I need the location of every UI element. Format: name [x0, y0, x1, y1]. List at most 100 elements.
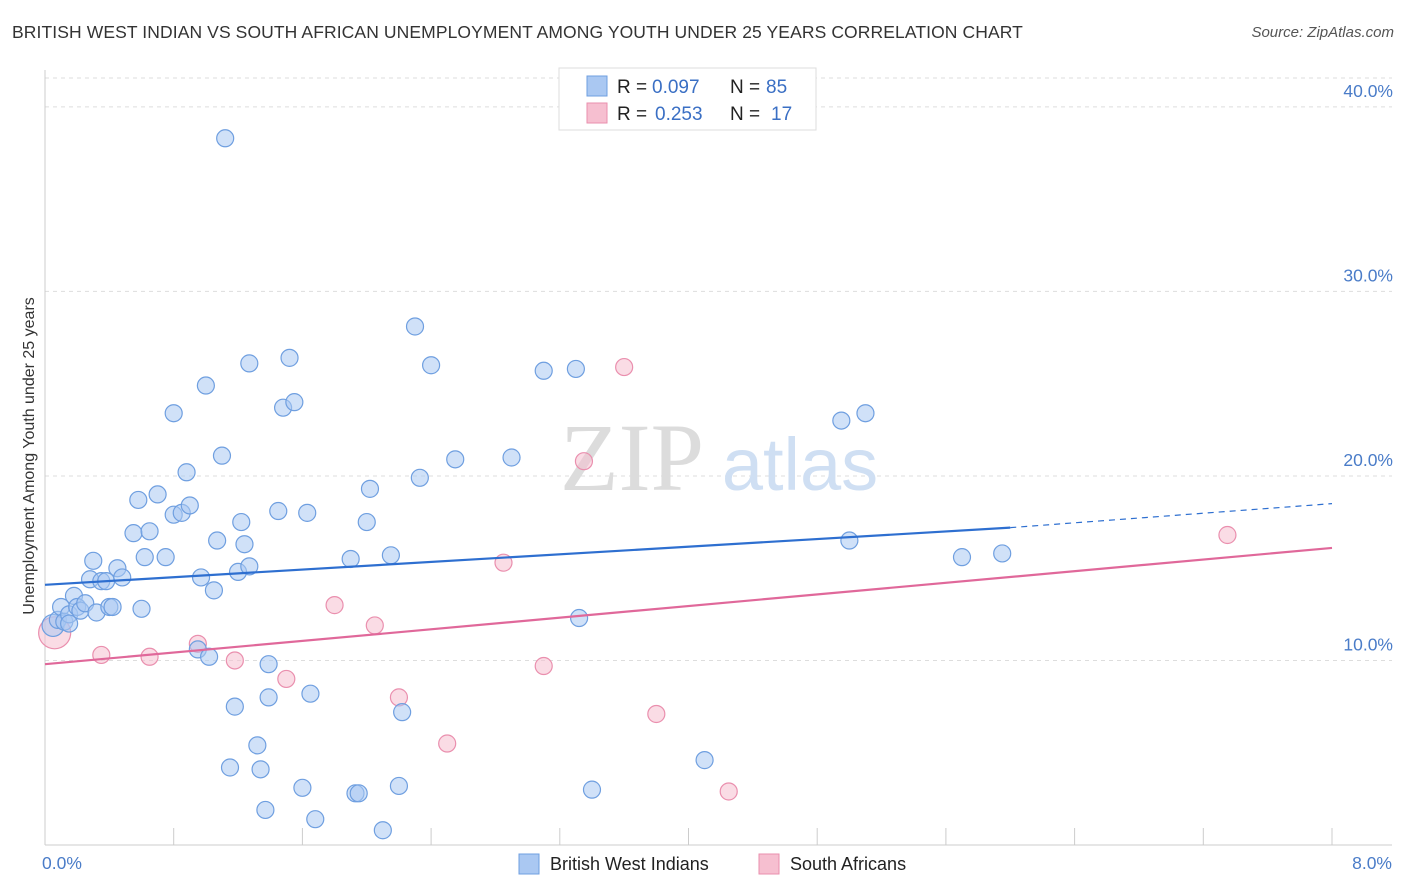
axes: 10.0% 20.0% 30.0% 40.0% 0.0% 8.0%	[42, 70, 1393, 873]
british-west-indians-point	[582, 780, 602, 799]
british-west-indians-point	[446, 450, 465, 469]
bottom-legend-label-blue: British West Indians	[550, 854, 709, 874]
bottom-legend-label-pink: South Africans	[790, 854, 906, 874]
british-west-indians-point	[393, 703, 412, 722]
bottom-legend-swatch-pink	[758, 853, 780, 875]
south-africans-point	[615, 357, 634, 377]
british-west-indians-point	[196, 376, 215, 395]
british-west-indians-point	[952, 548, 972, 567]
british-west-indians-point	[135, 548, 154, 567]
british-west-indians-point	[832, 411, 851, 430]
british-west-indians-point	[298, 503, 317, 522]
bottom-legend-swatch-blue	[518, 853, 540, 875]
british-west-indians-point	[208, 531, 227, 550]
british-west-indians-point	[251, 760, 270, 779]
south-africans-point	[325, 596, 344, 615]
chart-title: BRITISH WEST INDIAN VS SOUTH AFRICAN UNE…	[12, 22, 1023, 42]
south-africans-point	[365, 616, 384, 635]
south-africans-point	[225, 651, 244, 670]
british-west-indians-point	[129, 490, 148, 510]
british-west-indians-point	[405, 317, 425, 336]
british-west-indians-point	[381, 546, 400, 565]
british-west-indians-point	[840, 531, 859, 550]
legend-swatch-blue	[586, 75, 608, 97]
british-west-indians-point	[280, 348, 299, 367]
british-west-indians-point	[113, 568, 132, 587]
british-west-indians-point	[373, 821, 392, 840]
british-west-indians-point	[389, 776, 409, 796]
british-west-indians-point	[204, 581, 224, 600]
british-west-indians-point	[301, 684, 320, 703]
british-west-indians-point	[248, 736, 267, 755]
british-west-indians-point	[502, 448, 521, 467]
south-africans-point	[574, 452, 594, 471]
british-west-indians-point	[124, 524, 143, 543]
legend-box: R = 0.097 N = 85 R = 0.253 N = 17	[558, 67, 817, 131]
british-west-indians-point	[177, 463, 196, 482]
british-west-indians-point	[410, 468, 429, 487]
british-west-indians-point	[212, 446, 232, 465]
y-tick-label: 20.0%	[1343, 450, 1393, 470]
british-west-indians-point	[103, 597, 122, 617]
legend-n-label: N =	[730, 104, 765, 125]
y-axis-label: Unemployment Among Youth under 25 years	[21, 297, 38, 615]
legend-r-label: R =	[617, 104, 652, 125]
south-africans-point	[719, 782, 738, 801]
british-west-indians-point	[566, 359, 585, 379]
british-west-indians-point	[259, 688, 278, 707]
legend-r-value: 0.253	[655, 104, 703, 125]
british-west-indians-point	[84, 551, 103, 570]
british-west-indians-point	[269, 501, 288, 521]
british-west-indians-point	[235, 535, 254, 554]
british-west-indians-point	[220, 758, 240, 777]
legend-r-label: R =	[617, 77, 652, 98]
british-west-indians-point	[422, 356, 441, 375]
british-west-indians-point	[856, 404, 875, 423]
british-west-indians-point	[216, 129, 235, 148]
south-africans-point	[438, 734, 457, 753]
legend-r-value: 0.097	[652, 77, 700, 98]
british-west-indians-point	[232, 512, 251, 532]
british-west-indians-point	[360, 479, 380, 498]
trend-line-extension	[1010, 503, 1333, 529]
legend-swatch-pink	[586, 102, 608, 124]
bottom-legend: British West Indians South Africans	[518, 853, 906, 875]
british-west-indians-point	[357, 512, 376, 532]
british-west-indians-point	[140, 522, 159, 541]
british-west-indians-point	[570, 608, 589, 628]
british-west-indians-point	[164, 404, 183, 423]
british-west-indians-point	[695, 751, 714, 770]
trend-line-south-africans	[44, 546, 1333, 666]
south-africans-point	[534, 656, 553, 676]
british-west-indians-point	[256, 800, 275, 820]
british-west-indians-point	[306, 810, 325, 829]
british-west-indians-point	[341, 549, 360, 569]
south-africans-point	[1218, 525, 1237, 545]
south-africans-point	[92, 645, 111, 665]
british-west-indians-point	[293, 778, 312, 797]
trend-line-british-west-indians	[44, 526, 1011, 586]
y-tick-label: 30.0%	[1343, 265, 1393, 285]
british-west-indians-point	[132, 599, 151, 618]
south-africans-point	[277, 669, 296, 689]
british-west-indians-point	[60, 614, 79, 633]
british-west-indians-point	[240, 354, 259, 373]
british-west-indians-point	[285, 393, 304, 412]
british-west-indians-point	[349, 784, 368, 803]
british-west-indians-point	[225, 697, 244, 716]
watermark-atlas: atlas	[722, 423, 878, 506]
south-africans-point	[389, 688, 409, 707]
legend-n-label: N =	[730, 77, 765, 98]
british-west-indians-points	[41, 129, 1012, 840]
british-west-indians-point	[993, 544, 1012, 563]
british-west-indians-point	[191, 568, 211, 587]
trend-lines	[44, 503, 1333, 666]
british-west-indians-point	[240, 557, 259, 576]
british-west-indians-point	[259, 655, 278, 674]
y-tick-label: 40.0%	[1343, 81, 1393, 101]
british-west-indians-point	[156, 548, 175, 567]
british-west-indians-point	[148, 485, 167, 504]
british-west-indians-point	[534, 361, 553, 380]
x-tick-label: 0.0%	[42, 853, 82, 873]
